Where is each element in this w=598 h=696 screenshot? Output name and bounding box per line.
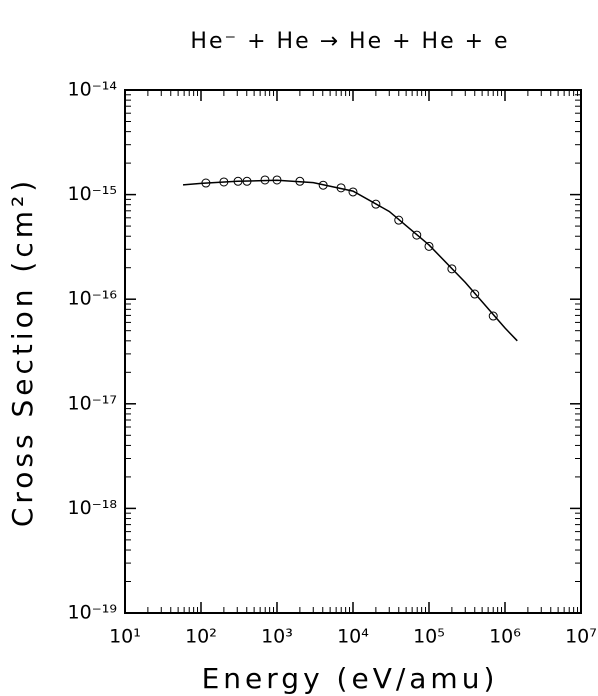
y-tick-label: 10⁻¹⁴	[68, 79, 118, 101]
chart-title: He⁻ + He → He + He + e	[190, 29, 509, 54]
data-point	[447, 264, 457, 274]
y-tick-label: 10⁻¹⁵	[68, 183, 117, 205]
data-point	[424, 241, 434, 251]
data-point	[242, 176, 252, 186]
data-point	[318, 180, 328, 190]
x-axis-label: Energy (eV/amu)	[202, 662, 499, 695]
data-point	[260, 175, 270, 185]
data-point	[219, 177, 229, 187]
x-tick-label: 10¹	[109, 626, 141, 648]
y-tick-label: 10⁻¹⁸	[68, 497, 117, 519]
data-point	[295, 176, 305, 186]
plot-frame	[124, 89, 582, 614]
data-point	[371, 199, 381, 209]
x-tick-label: 10²	[185, 626, 217, 648]
y-axis-label: Cross Section (cm²)	[6, 177, 39, 527]
data-point	[233, 176, 243, 186]
data-point	[201, 178, 211, 188]
data-point	[412, 230, 422, 240]
data-point	[348, 187, 358, 197]
data-point	[394, 215, 404, 225]
x-tick-label: 10³	[261, 626, 293, 648]
data-point	[470, 289, 480, 299]
x-tick-label: 10⁶	[489, 626, 521, 648]
x-tick-label: 10⁷	[565, 626, 597, 648]
y-tick-label: 10⁻¹⁷	[68, 392, 117, 414]
data-point	[272, 175, 282, 185]
x-tick-label: 10⁵	[413, 626, 445, 648]
fit-line	[182, 179, 518, 342]
x-tick-label: 10⁴	[337, 626, 369, 648]
data-point	[488, 311, 498, 321]
y-tick-label: 10⁻¹⁶	[68, 288, 117, 310]
data-point	[336, 183, 346, 193]
y-tick-label: 10⁻¹⁹	[68, 602, 117, 624]
